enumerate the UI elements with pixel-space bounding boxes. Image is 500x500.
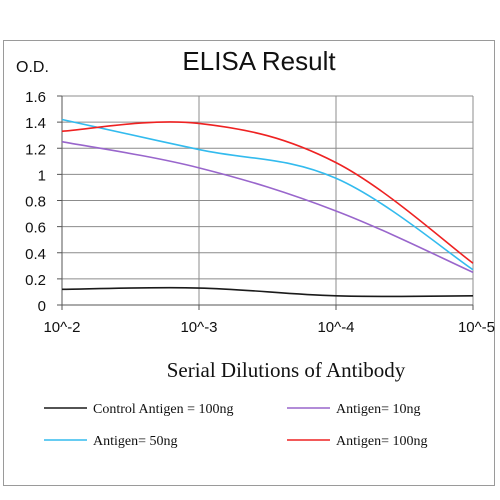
legend-item: Control Antigen = 100ng [44,402,234,417]
chart-frame [3,40,495,486]
x-tick-label: 10^-3 [180,319,217,336]
x-tick-label: 10^-4 [317,319,354,336]
y-tick-label: 0 [38,298,46,315]
grid-layer [62,95,474,305]
legend-item: Antigen= 50ng [44,434,178,449]
series-line-4 [61,121,474,264]
y-tick-label: 1.6 [25,89,46,106]
y-tick-label: 0.2 [25,272,46,289]
y-axis-label: O.D. [16,59,49,76]
x-axis-label: Serial Dilutions of Antibody [167,358,406,382]
legend-item: Antigen= 100ng [287,434,428,449]
x-tick-label: 10^-2 [43,319,80,336]
series-line-3 [61,118,474,271]
series-line-1 [61,286,474,298]
axis-layer: 0 0.2 0.4 0.6 0.8 1 1.2 1.4 1.6 10^-2 10^-3 10^-4 10… [25,89,495,336]
legend-label: Antigen= 10ng [336,402,421,417]
legend-label: Control Antigen = 100ng [93,402,234,417]
y-tick-label: 1 [38,167,46,184]
series-line-2 [61,140,474,274]
y-tick-label: 1.4 [25,115,46,132]
chart-title: ELISA Result [182,46,336,76]
y-tick-label: 0.4 [25,246,46,263]
legend-item: Antigen= 10ng [287,402,421,417]
legend: Control Antigen = 100ng Antigen= 10ng Anti… [44,402,428,449]
y-tick-label: 0.8 [25,194,46,211]
legend-label: Antigen= 50ng [93,434,178,449]
y-tick-label: 0.6 [25,220,46,237]
y-tick-label: 1.2 [25,141,46,158]
x-tick-label: 10^-5 [458,319,495,336]
legend-label: Antigen= 100ng [336,434,428,449]
series-layer [61,118,474,298]
